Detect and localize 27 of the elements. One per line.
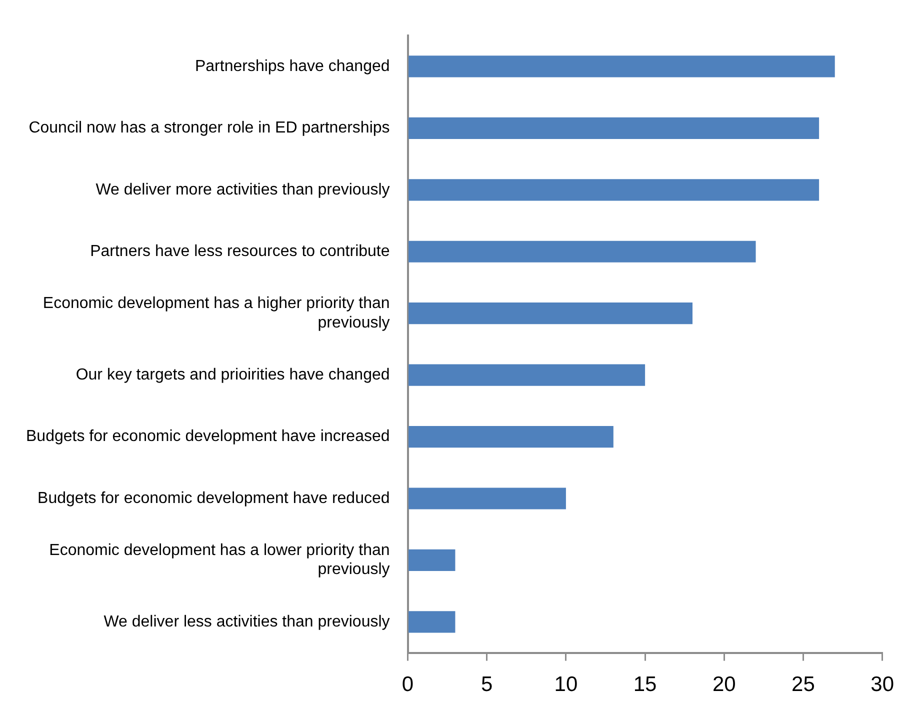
y-tick-label: Our key targets and prioirities have changed bbox=[76, 366, 390, 384]
x-tick-label: 10 bbox=[554, 673, 578, 696]
bar bbox=[408, 426, 614, 448]
x-tick-label: 5 bbox=[481, 673, 493, 696]
bar bbox=[408, 549, 456, 572]
y-tick-label: Economic development has a higher priority than previously bbox=[42, 295, 390, 332]
bar bbox=[408, 117, 820, 139]
y-tick-label: Budgets for economic development have reduced bbox=[38, 490, 390, 507]
y-tick-label: We deliver more activities than previously bbox=[96, 181, 390, 198]
y-tick-label: Budgets for economic development have increased bbox=[26, 428, 390, 446]
x-tick-label: 15 bbox=[633, 673, 657, 696]
bar bbox=[408, 611, 456, 633]
y-tick-label: Council now has a stronger role in ED partnerships bbox=[28, 120, 390, 137]
bar bbox=[408, 56, 835, 78]
x-tick-label: 25 bbox=[792, 673, 815, 696]
y-tick-label: Economic development has a lower priority than previously bbox=[49, 542, 390, 578]
y-tick-label: Partnerships have changed bbox=[194, 58, 390, 75]
x-tick-label: 20 bbox=[712, 673, 736, 696]
bar bbox=[408, 240, 756, 262]
y-tick-label: Partners have less resources to contribute bbox=[90, 243, 390, 260]
bar bbox=[408, 488, 566, 510]
y-tick-label: We deliver less activities than previously bbox=[104, 613, 390, 630]
bar bbox=[408, 302, 692, 324]
x-tick-label: 30 bbox=[870, 673, 894, 696]
bar bbox=[408, 364, 646, 386]
x-tick-label: 0 bbox=[402, 673, 414, 696]
bar bbox=[408, 179, 820, 201]
